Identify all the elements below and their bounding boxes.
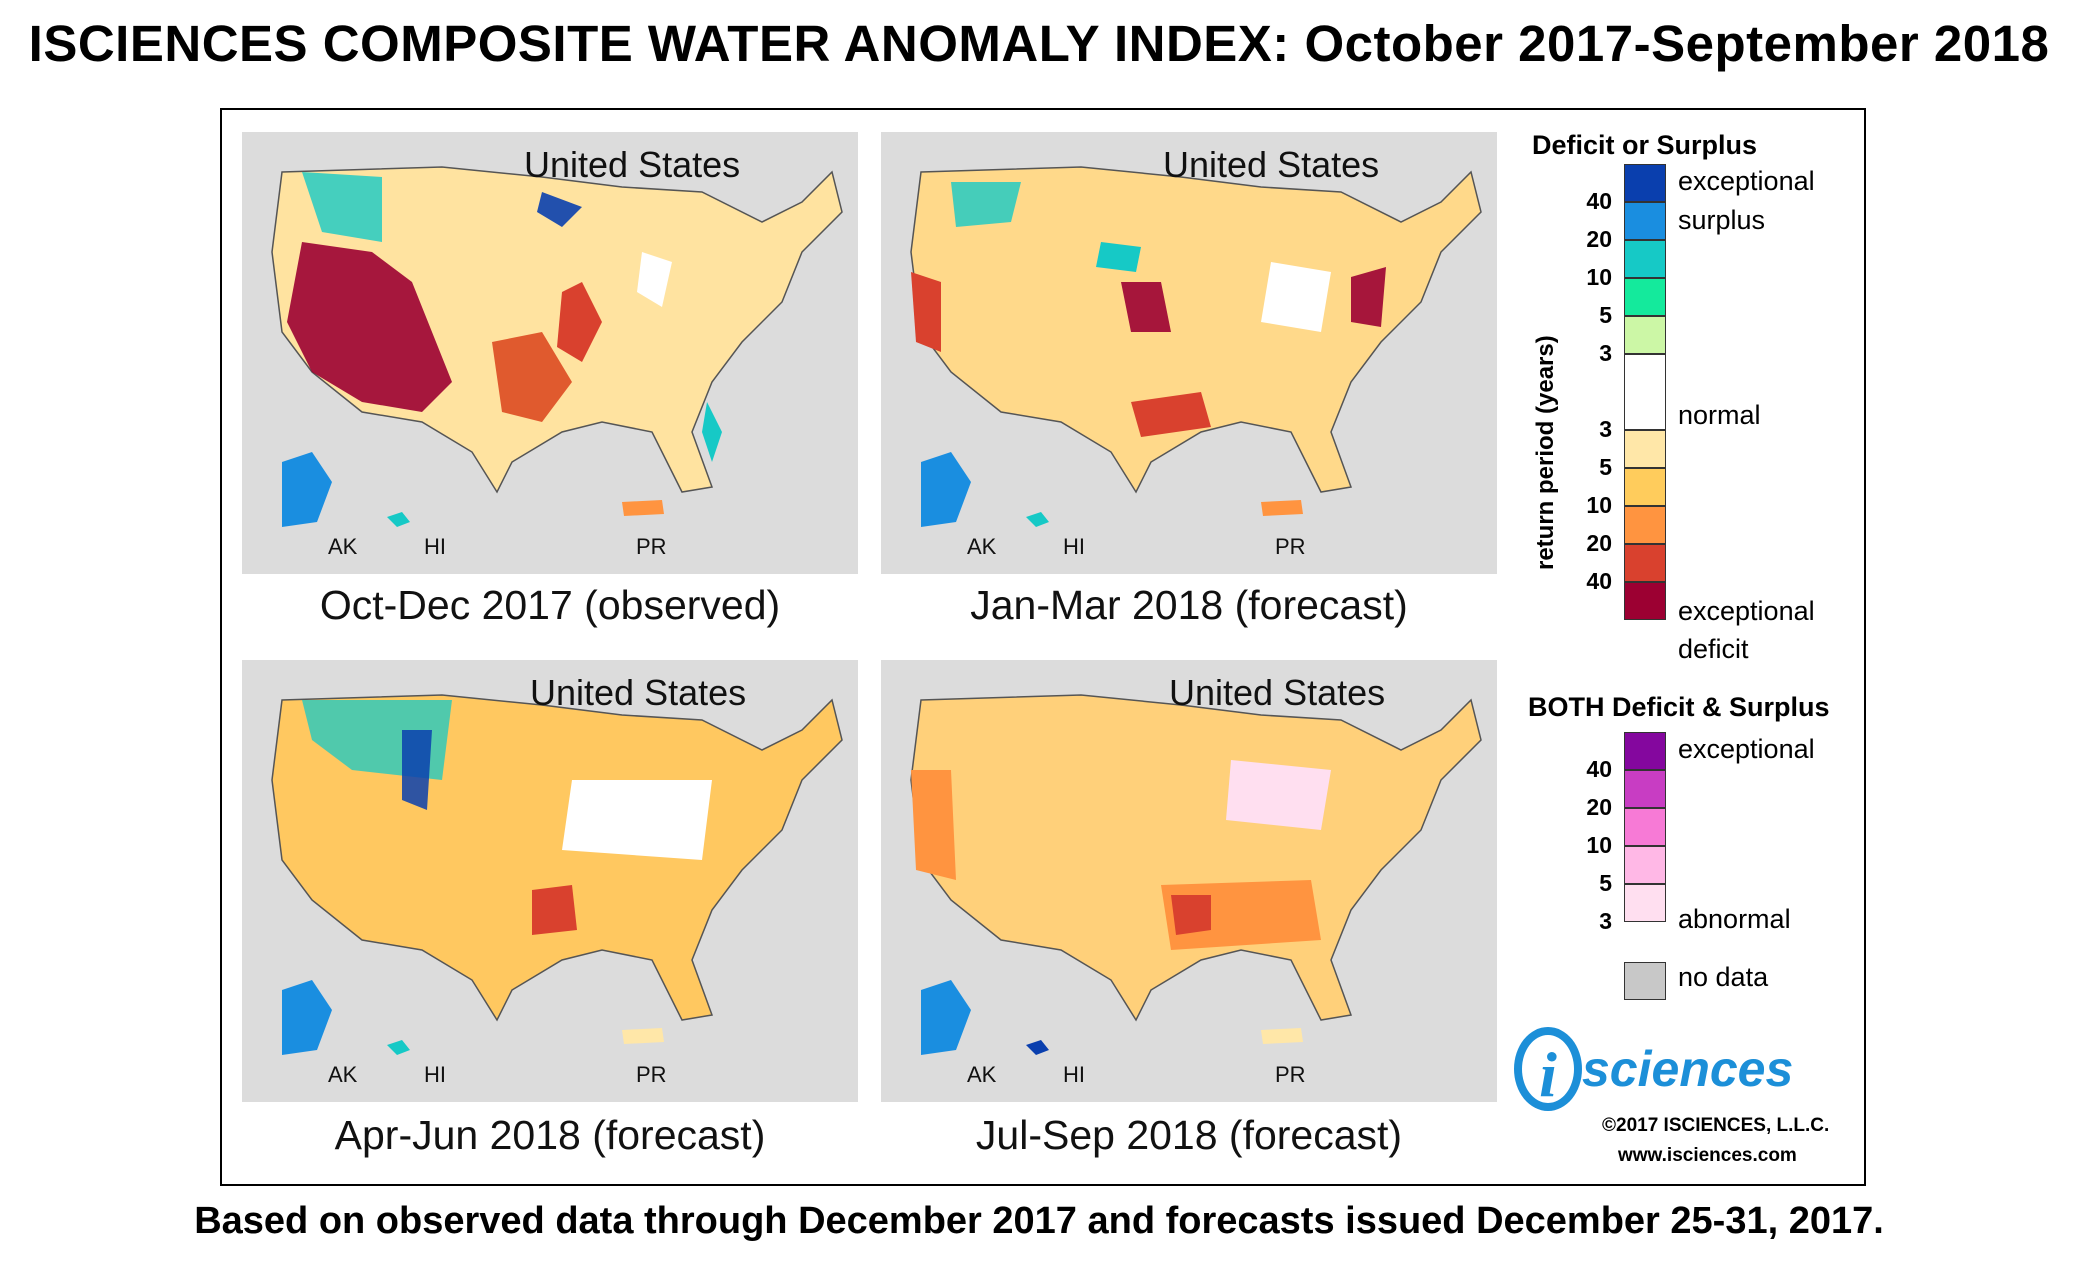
legend-label: abnormal	[1678, 904, 1791, 934]
legend-axis-label: return period (years)	[1532, 335, 1559, 570]
legend-deficit-surplus-heading: Deficit or Surplus	[1532, 130, 1758, 160]
inset-label-hi: HI	[1063, 534, 1085, 559]
legend-tick: 40	[1586, 568, 1612, 594]
map-panel-oct-dec-2017: United States AK HI PR	[242, 132, 858, 574]
legend-both-heading: BOTH Deficit & Surplus	[1528, 692, 1830, 722]
legend-tick: 3	[1599, 416, 1612, 442]
logo-wordmark: sciences	[1582, 1041, 1794, 1097]
legend-tick: 10	[1586, 492, 1612, 518]
legend-tick: 10	[1586, 832, 1612, 858]
inset-label-pr: PR	[1275, 534, 1306, 559]
legend-both-swatch	[1624, 808, 1666, 846]
legend-label: no data	[1678, 962, 1769, 992]
legend-swatch	[1624, 202, 1666, 240]
map-panel-jan-mar-2018: United States AK HI PR	[881, 132, 1497, 574]
legend-tick: 5	[1599, 870, 1612, 896]
legend-both-swatch	[1624, 884, 1666, 922]
panel-region-label: United States	[1163, 144, 1380, 185]
legend-label: normal	[1678, 400, 1761, 430]
legend-label: exceptional	[1678, 734, 1815, 764]
legend-tick: 10	[1586, 264, 1612, 290]
logo-letter: i	[1539, 1039, 1557, 1110]
footer-note: Based on observed data through December …	[194, 1200, 1884, 1242]
inset-label-ak: AK	[967, 534, 997, 559]
panel-region-label: United States	[1169, 672, 1386, 713]
legend-swatch	[1624, 278, 1666, 316]
inset-label-hi: HI	[1063, 1062, 1085, 1087]
legend-both-swatch	[1624, 770, 1666, 808]
inset-label-hi: HI	[424, 1062, 446, 1087]
legend-swatch	[1624, 582, 1666, 620]
panel-region-label: United States	[524, 144, 741, 185]
inset-label-ak: AK	[328, 1062, 358, 1087]
legend-swatch	[1624, 506, 1666, 544]
legend-tick: 5	[1599, 302, 1612, 328]
legend-tick: 5	[1599, 454, 1612, 480]
inset-label-pr: PR	[1275, 1062, 1306, 1087]
legend-swatch	[1624, 544, 1666, 582]
legend-label: deficit	[1678, 634, 1749, 664]
inset-label-ak: AK	[967, 1062, 997, 1087]
legend-swatch	[1624, 354, 1666, 430]
copyright-text: ©2017 ISCIENCES, L.L.C.	[1602, 1115, 1830, 1136]
legend-label: surplus	[1678, 205, 1766, 235]
us-map-apr-jun	[271, 694, 843, 1055]
page-title: ISCIENCES COMPOSITE WATER ANOMALY INDEX:…	[28, 15, 2050, 72]
panel-caption: Oct-Dec 2017 (observed)	[319, 582, 781, 628]
website-link[interactable]: www.isciences.com	[1618, 1145, 1797, 1166]
legend-label: exceptional	[1678, 166, 1815, 196]
legend-both-swatch	[1624, 732, 1666, 770]
legend-tick: 20	[1586, 530, 1612, 556]
map-panel-apr-jun-2018: United States AK HI PR	[242, 660, 858, 1102]
legend-tick: 40	[1586, 188, 1612, 214]
legend-no-data-swatch	[1624, 962, 1666, 1000]
inset-label-pr: PR	[636, 1062, 667, 1087]
inset-label-hi: HI	[424, 534, 446, 559]
panel-caption: Apr-Jun 2018 (forecast)	[334, 1112, 766, 1158]
legend-tick: 40	[1586, 756, 1612, 782]
figure-frame: United States AK HI PR Oct-Dec 2017 (obs…	[220, 108, 1866, 1186]
legend-swatch	[1624, 468, 1666, 506]
legend-swatch	[1624, 240, 1666, 278]
legend-swatch	[1624, 316, 1666, 354]
legend-tick: 20	[1586, 226, 1612, 252]
map-panel-jul-sep-2018: United States AK HI PR	[881, 660, 1497, 1102]
us-map-oct-dec	[271, 166, 843, 527]
legend-label: exceptional	[1678, 596, 1815, 626]
us-map-jul-sep	[910, 694, 1482, 1055]
panel-region-label: United States	[530, 672, 747, 713]
legend-both-swatch	[1624, 846, 1666, 884]
legend-tick: 3	[1599, 908, 1612, 934]
panel-caption: Jan-Mar 2018 (forecast)	[970, 582, 1408, 628]
us-map-jan-mar	[910, 166, 1482, 527]
panel-caption: Jul-Sep 2018 (forecast)	[975, 1112, 1403, 1158]
inset-label-pr: PR	[636, 534, 667, 559]
inset-label-ak: AK	[328, 534, 358, 559]
legend-swatch	[1624, 430, 1666, 468]
legend-swatch	[1624, 164, 1666, 202]
legend-tick: 3	[1599, 340, 1612, 366]
legend-tick: 20	[1586, 794, 1612, 820]
logo-i-icon: i	[1514, 1027, 1582, 1111]
